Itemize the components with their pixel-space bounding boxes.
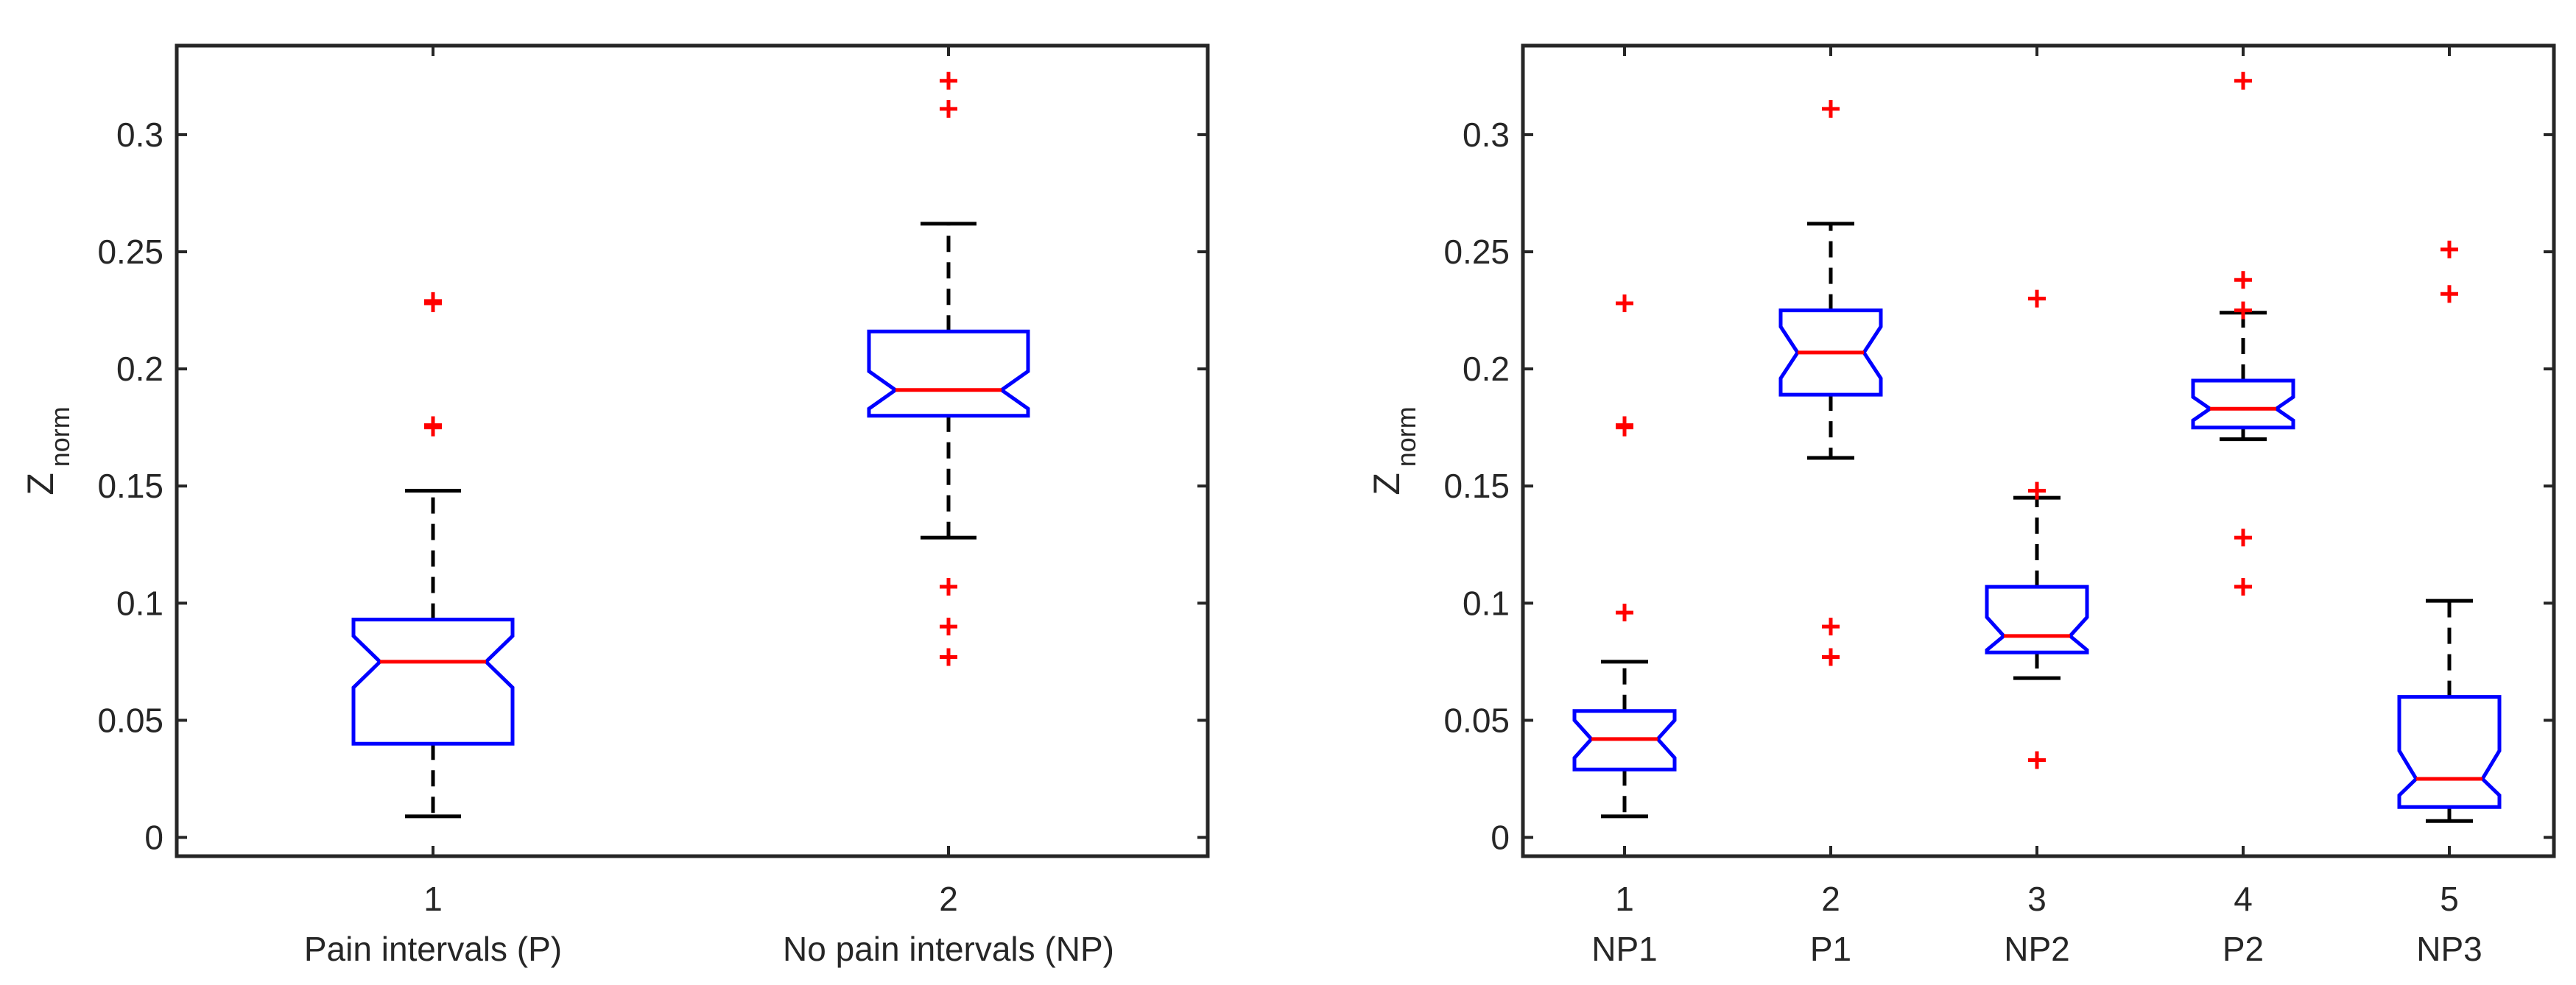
notched-box	[1985, 585, 2089, 654]
outlier-marker	[2028, 289, 2046, 308]
outlier-marker	[1822, 648, 1840, 666]
y-tick-label: 0.05	[1443, 701, 1510, 739]
outlier-marker	[424, 292, 442, 310]
y-tick-label: 0.3	[1463, 116, 1510, 154]
box-2	[1778, 99, 1883, 666]
notched-box	[867, 329, 1030, 418]
y-tick-label: 0.3	[116, 116, 163, 154]
outlier-marker	[424, 416, 442, 434]
y-axis-label: Znorm	[20, 406, 75, 495]
outlier-marker	[2440, 285, 2458, 303]
y-axis-label-subscript: norm	[45, 406, 75, 467]
x-category-label: Pain intervals (P)	[304, 930, 562, 968]
outlier-marker	[2234, 71, 2252, 90]
y-tick-label: 0.2	[1463, 350, 1510, 388]
outlier-marker	[940, 71, 957, 90]
x-tick-label: 1	[423, 880, 443, 918]
x-category-label: NP3	[2416, 930, 2482, 968]
x-category-label: P2	[2223, 930, 2264, 968]
x-category-label: No pain intervals (NP)	[783, 930, 1114, 968]
box-1	[1572, 294, 1677, 819]
x-tick-label: 4	[2234, 880, 2253, 918]
outlier-marker	[1822, 99, 1840, 118]
box-3	[1985, 289, 2089, 769]
x-tick-label: 3	[2027, 880, 2047, 918]
outlier-marker	[2234, 301, 2252, 319]
y-tick-label: 0	[144, 819, 163, 857]
outlier-marker	[940, 618, 957, 636]
y-tick-label: 0.15	[1443, 467, 1510, 505]
outlier-marker	[940, 648, 957, 666]
x-tick-label: 5	[2440, 880, 2459, 918]
y-tick-label: 0.1	[1463, 584, 1510, 622]
notched-box	[2397, 695, 2502, 809]
y-axis-label-main: Z	[1366, 473, 1407, 495]
x-category-label: P1	[1810, 930, 1851, 968]
x-category-label: NP1	[1591, 930, 1657, 968]
y-tick-label: 0.15	[97, 467, 163, 505]
x-category-label: NP2	[2004, 930, 2069, 968]
y-tick-label: 0.05	[97, 701, 163, 739]
outlier-marker	[1822, 618, 1840, 636]
notched-box	[2191, 378, 2295, 430]
x-tick-label: 1	[1615, 880, 1634, 918]
y-tick-label: 0	[1491, 819, 1510, 857]
outlier-marker	[1616, 604, 1633, 622]
y-tick-label: 0.2	[116, 350, 163, 388]
y-tick-label: 0.25	[1443, 233, 1510, 271]
box-2	[867, 71, 1030, 666]
x-tick-label: 2	[1821, 880, 1840, 918]
y-tick-label: 0.25	[97, 233, 163, 271]
y-tick-label: 0.1	[116, 584, 163, 622]
notched-box	[1572, 709, 1677, 772]
outlier-marker	[2028, 481, 2046, 500]
outlier-marker	[1616, 416, 1633, 434]
outlier-marker	[940, 578, 957, 596]
axes-frame	[175, 43, 1210, 858]
box-5	[2397, 240, 2502, 823]
outlier-marker	[940, 99, 957, 118]
y-axis-label: Znorm	[1366, 406, 1421, 495]
y-axis-label-subscript: norm	[1391, 406, 1421, 467]
chart-panel-1: 0 0.05 0.1 0.15 0.2 0.25 0.3 Znorm 1 Pain interva…	[20, 43, 1210, 968]
outlier-marker	[2440, 240, 2458, 258]
outlier-marker	[2234, 271, 2252, 289]
chart-panel-2: 0 0.05 0.1 0.15 0.2 0.25 0.3 Znorm 1 NP1 2 P1 3 NP2 4 P…	[1366, 43, 2556, 968]
box-4	[2191, 71, 2295, 596]
outlier-marker	[2234, 578, 2252, 596]
y-axis-label-main: Z	[20, 473, 61, 495]
x-tick-label: 2	[939, 880, 958, 918]
notched-box	[1778, 308, 1883, 397]
outlier-marker	[2234, 529, 2252, 547]
notched-box	[351, 618, 515, 746]
outlier-marker	[2028, 751, 2046, 769]
outlier-marker	[1616, 294, 1633, 313]
box-1	[351, 292, 515, 819]
